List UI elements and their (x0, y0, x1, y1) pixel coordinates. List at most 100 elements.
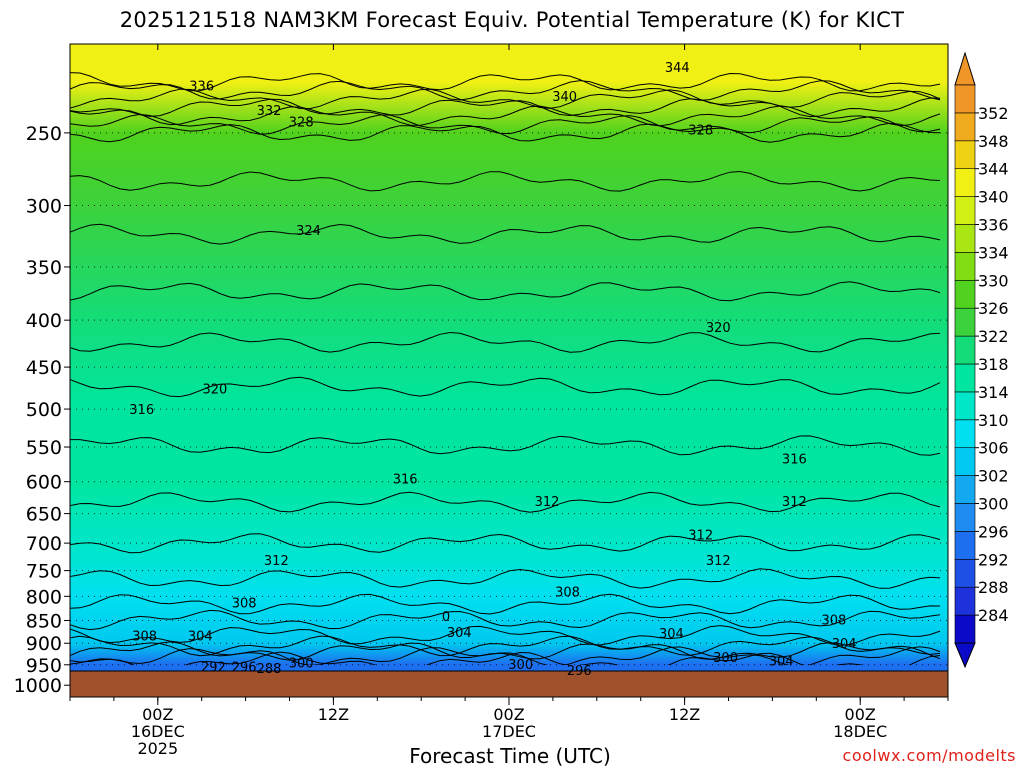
colorbar-label: 300 (978, 495, 1009, 514)
colorbar-label: 284 (978, 606, 1009, 625)
colorbar: 284 288 292 296 300 302 306 310 314 318 322 326 330 3… (954, 51, 1009, 669)
colorbar-segment (954, 335, 976, 365)
contour-label: 316 (393, 472, 418, 487)
contour-label: 304 (188, 630, 213, 645)
x-axis-title: Forecast Time (UTC) (409, 744, 611, 768)
colorbar-segment (954, 531, 976, 560)
contour-line (70, 105, 941, 127)
contour-label: 332 (257, 104, 282, 119)
y-tick-label: 750 (26, 561, 62, 583)
colorbar-segment (954, 168, 976, 197)
contour-label: 312 (706, 554, 731, 569)
contour-label: 312 (264, 554, 289, 569)
pressure-gridlines (70, 132, 948, 686)
contour-line (70, 281, 941, 302)
colorbar-label: 292 (978, 550, 1009, 569)
colorbar-label: 296 (978, 522, 1009, 541)
site-credit: coolwx.com/modelts (842, 746, 1016, 765)
y-tick-label: 500 (26, 399, 62, 421)
contour-label: 300 (508, 658, 533, 673)
contour-label: 312 (535, 495, 560, 510)
y-tick-label: 900 (26, 633, 62, 655)
colorbar-label: 334 (978, 243, 1009, 262)
contour-label: 304 (447, 626, 472, 641)
contour-label: 328 (688, 124, 713, 139)
ground-fill (70, 671, 948, 697)
colorbar-segment (954, 447, 976, 476)
contour-label: 320 (706, 321, 731, 336)
pressure-axis: 2503003504004505005506006507007508008509… (14, 123, 70, 697)
contour-line (70, 331, 941, 353)
contour-line (70, 88, 941, 110)
x-tick-label: 00Z (142, 705, 173, 724)
contour-label: 328 (289, 116, 314, 131)
contour-label: 304 (659, 627, 684, 642)
contour-label: 312 (782, 495, 807, 510)
x-tick-label: 12Z (669, 705, 700, 724)
contour-line (70, 376, 941, 398)
colorbar-bottom-arrow (954, 642, 976, 669)
colorbar-label: 348 (978, 132, 1009, 151)
y-tick-label: 800 (26, 586, 62, 608)
contour-line (70, 113, 941, 135)
x-tick-label: 16DEC (131, 722, 185, 741)
x-tick-label: 2025 (137, 739, 178, 758)
contour-label: 312 (688, 528, 713, 543)
colorbar-segment (954, 279, 976, 309)
contour-label: 304 (832, 637, 857, 652)
colorbar-label: 326 (978, 299, 1009, 318)
y-tick-label: 700 (26, 533, 62, 555)
colorbar-label: 340 (978, 188, 1009, 207)
contour-line (70, 435, 941, 456)
colorbar-label: 302 (978, 467, 1009, 486)
colorbar-segment (954, 419, 976, 448)
contour-label: 0 (442, 610, 450, 625)
colorbar-label: 288 (978, 578, 1009, 597)
contour-line (70, 651, 941, 665)
contour-line (70, 625, 941, 646)
colorbar-top-arrow (954, 51, 976, 86)
x-tick-label: 00Z (845, 705, 876, 724)
contour-label: 324 (296, 224, 321, 239)
contour-label: 304 (769, 655, 794, 670)
contour-line (70, 122, 941, 143)
y-tick-label: 300 (26, 196, 62, 218)
contour-line (70, 223, 941, 245)
contour-line (70, 593, 941, 615)
contour-line (70, 80, 941, 101)
y-tick-label: 250 (26, 123, 62, 145)
contour-label: 308 (132, 630, 157, 645)
colorbar-segment (954, 112, 976, 142)
contour-line (70, 533, 941, 554)
contour-label: 300 (289, 656, 314, 671)
contour-label: 288 (257, 662, 282, 677)
page-title: 2025121518 NAM3KM Forecast Equiv. Potent… (119, 8, 905, 32)
colorbar-segment (954, 84, 976, 114)
y-tick-label: 850 (26, 610, 62, 632)
ground-terrain (70, 670, 948, 697)
y-tick-label: 550 (26, 437, 62, 459)
colorbar-label: 344 (978, 160, 1009, 179)
contour-label: 308 (821, 614, 846, 629)
contour-label: 320 (202, 383, 227, 398)
contour-line (70, 97, 941, 118)
contour-labels: 344 336 340 332 328 328 324 320 320 316 316 316 312 3… (129, 61, 856, 679)
colorbar-label: 322 (978, 327, 1009, 346)
contour-label: 316 (129, 403, 154, 418)
contour-label: 344 (665, 61, 690, 76)
colorbar-label: 314 (978, 383, 1009, 402)
contour-label: 296 (567, 664, 592, 679)
y-tick-label: 350 (26, 257, 62, 279)
colorbar-label: 310 (978, 411, 1009, 430)
colorbar-label: 318 (978, 355, 1009, 374)
contour-label: 296 (232, 660, 257, 675)
contour-line (70, 491, 941, 513)
colorbar-segment (954, 252, 976, 281)
x-tick-label: 12Z (318, 705, 349, 724)
contour-label: 308 (232, 596, 257, 611)
y-tick-label: 1000 (14, 675, 62, 697)
contour-label: 308 (555, 585, 580, 600)
colorbar-segment (954, 558, 976, 588)
contour-line (70, 641, 941, 661)
